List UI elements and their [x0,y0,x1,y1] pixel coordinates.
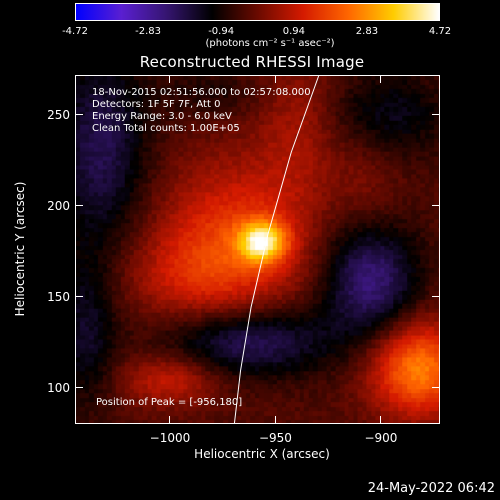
colorbar-tick-label: -4.72 [62,26,88,37]
x-tick-mark [169,416,171,424]
info-detectors: Detectors: 1F 5F 7F, Att 0 [92,99,221,110]
colorbar-unit: (photons cm⁻² s⁻¹ asec⁻²) [205,38,335,49]
info-time-range: 18-Nov-2015 02:51:56.000 to 02:57:08.000 [92,87,311,98]
solar-limb-overlay [233,76,320,423]
x-axis-label: Heliocentric X (arcsec) [194,447,330,461]
y-tick-mark [75,205,83,207]
colorbar-tick-label: -2.83 [135,26,161,37]
colorbar-tick-label: 2.83 [355,26,379,37]
y-tick-mark [75,387,83,389]
x-tick-label: −950 [258,431,292,445]
chart-title: Reconstructed RHESSI Image [139,53,365,71]
x-tick-mark [169,75,171,83]
y-tick-mark [432,387,440,389]
y-tick-label: 100 [47,380,70,395]
solar-limb-line [233,76,320,423]
info-energy-range: Energy Range: 3.0 - 6.0 keV [92,111,232,122]
y-tick-mark [432,205,440,207]
x-tick-mark [274,416,276,424]
y-tick-label: 200 [47,198,70,213]
x-tick-mark [274,75,276,83]
x-tick-label: −1000 [149,431,191,445]
y-tick-label: 150 [47,289,70,304]
datestamp: 24-May-2022 06:42 [367,481,495,496]
colorbar-tick-label: -0.94 [208,26,235,37]
y-tick-mark [432,114,440,116]
colorbar-tick-label: 4.72 [428,26,452,37]
x-tick-label: −900 [364,431,398,445]
y-tick-mark [75,114,83,116]
colorbar-tick-label: 0.94 [282,26,305,37]
peak-position-label: Position of Peak = [-956,180] [96,397,243,408]
x-tick-mark [380,75,382,83]
y-tick-mark [75,296,83,298]
y-tick-mark [432,296,440,298]
y-axis-label: Heliocentric Y (arcsec) [13,181,27,317]
plot-area [75,75,440,424]
info-clean-counts: Clean Total counts: 1.00E+05 [92,123,240,134]
colorbar [75,3,440,21]
heatmap-image [76,76,439,423]
y-tick-label: 250 [47,107,70,122]
x-tick-mark [380,416,382,424]
